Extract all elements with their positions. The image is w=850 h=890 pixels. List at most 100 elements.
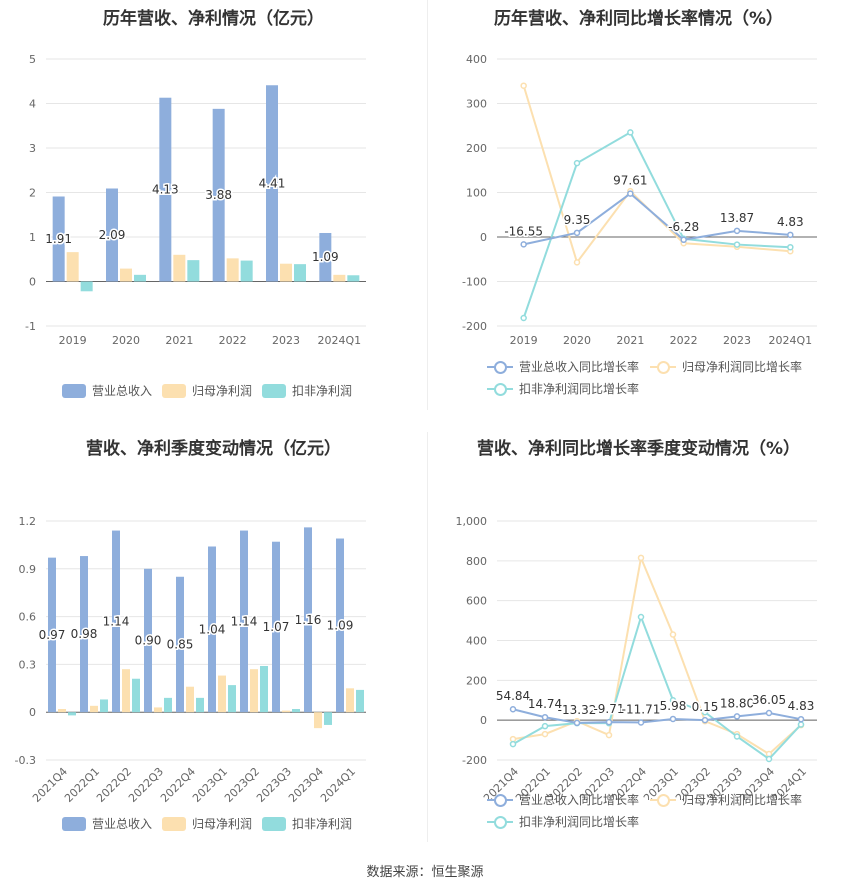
data-point — [701, 716, 709, 724]
y-tick-label: -200 — [462, 320, 487, 333]
chart-legend: 营业总收入同比增长率 归母净利润同比增长率 扣非净利润同比增长率 — [427, 791, 850, 835]
y-tick-label: 0.9 — [19, 563, 37, 576]
data-label: 1.14 — [231, 614, 258, 628]
bar — [154, 707, 162, 713]
data-label: -13.32 — [558, 703, 597, 717]
series-line — [522, 131, 791, 319]
data-point — [627, 190, 634, 197]
legend-label: 归母净利润 — [192, 817, 253, 831]
data-label: 4.13 — [152, 183, 179, 197]
data-point — [669, 697, 677, 704]
legend-item-deducted-profit-growth[interactable]: 扣非净利润同比增长率 — [487, 813, 639, 830]
legend-item-net-profit[interactable]: 归母净利润 — [162, 815, 252, 832]
bar — [240, 260, 253, 282]
data-label: -11.71 — [622, 702, 661, 716]
chart-legend: 营业总收入同比增长率 归母净利润同比增长率 扣非净利润同比增长率 — [427, 358, 850, 402]
y-tick-label: -1 — [25, 320, 36, 333]
bar — [173, 254, 186, 282]
x-tick-label: 2021 — [165, 334, 193, 347]
y-tick-label: -100 — [462, 276, 487, 289]
bar — [132, 678, 140, 713]
bar — [260, 665, 268, 713]
annual-bar-chart: -1 0 1 2 3 4 5 2019 2020 2021 2022 2023 2024Q1 1.91 2.… — [25, 53, 366, 347]
data-point — [509, 705, 517, 713]
bar — [112, 530, 120, 713]
legend-item-deducted-profit[interactable]: 扣非净利润 — [262, 815, 352, 832]
chart-title: 营收、净利季度变动情况（亿元） — [86, 439, 341, 459]
bar — [100, 699, 108, 713]
bar — [80, 556, 88, 713]
bar — [208, 546, 216, 713]
y-tick-label: 2 — [29, 187, 36, 200]
y-tick-label: 400 — [466, 53, 487, 66]
bar — [282, 710, 290, 713]
bar — [186, 686, 194, 713]
legend-item-deducted-profit[interactable]: 扣非净利润 — [262, 382, 352, 399]
data-point — [669, 715, 677, 723]
data-point — [573, 259, 581, 266]
data-point — [765, 755, 773, 763]
legend-item-revenue[interactable]: 营业总收入 — [62, 815, 152, 832]
y-tick-label: -200 — [462, 754, 487, 767]
data-point — [627, 129, 634, 136]
chart-title: 历年营收、净利同比增长率情况（%） — [493, 9, 784, 29]
bar — [48, 557, 56, 713]
bar — [356, 689, 364, 713]
data-point — [680, 236, 687, 244]
data-point — [637, 719, 645, 726]
quarterly-line-chart: -20002004006008001,0002021Q42022Q12022Q2… — [456, 515, 817, 800]
y-tick-label: 4 — [29, 98, 36, 111]
legend-item-revenue-growth[interactable]: 营业总收入同比增长率 — [487, 791, 639, 808]
bar — [333, 274, 346, 282]
data-point — [541, 730, 549, 738]
legend-item-net-profit[interactable]: 归母净利润 — [162, 382, 252, 399]
bar — [58, 709, 66, 713]
data-point — [605, 731, 613, 739]
data-label: 1.07 — [263, 620, 290, 634]
y-tick-label: 100 — [466, 187, 487, 200]
data-point — [541, 722, 549, 730]
legend-item-revenue[interactable]: 营业总收入 — [62, 382, 152, 399]
legend-label: 扣非净利润 — [292, 817, 353, 831]
legend-item-net-profit-growth[interactable]: 归母净利润同比增长率 — [650, 358, 802, 375]
bar — [336, 538, 344, 713]
x-tick-label: 2024Q1 — [318, 334, 362, 347]
legend-item-deducted-profit-growth[interactable]: 扣非净利润同比增长率 — [487, 380, 639, 397]
data-point — [787, 243, 794, 251]
bar — [266, 85, 278, 282]
data-label: 1.91 — [45, 232, 72, 246]
y-tick-label: 1 — [29, 231, 36, 244]
bar — [347, 275, 360, 282]
legend-label: 扣非净利润同比增长率 — [519, 815, 640, 829]
data-label: 0.97 — [39, 628, 66, 642]
bar — [212, 108, 225, 282]
data-label: 4.83 — [788, 699, 815, 713]
annual-line-chart: -200 -100 0 100 200 300 400 2019 2020 2021 2022 202… — [462, 53, 817, 347]
x-tick-label: 2022 — [219, 334, 247, 347]
data-label: 13.87 — [720, 211, 754, 225]
data-label: 1.14 — [103, 614, 130, 628]
bar — [292, 709, 300, 713]
bar — [52, 196, 65, 282]
data-point — [573, 719, 581, 727]
x-tick-label: 2023 — [723, 334, 751, 347]
data-label: 4.83 — [777, 215, 804, 229]
data-label: 0.15 — [692, 700, 719, 714]
data-point — [733, 227, 741, 235]
y-tick-label: 1.2 — [19, 515, 37, 528]
bar — [90, 705, 98, 713]
bar — [80, 281, 93, 292]
data-point — [541, 713, 549, 721]
data-source-label: 数据来源：恒生聚源 — [366, 865, 484, 880]
data-label: 3.88 — [205, 188, 232, 202]
x-tick-label: 2020 — [112, 334, 140, 347]
legend-label: 营业总收入同比增长率 — [519, 793, 640, 807]
legend-item-revenue-growth[interactable]: 营业总收入同比增长率 — [487, 358, 639, 375]
legend-item-net-profit-growth[interactable]: 归母净利润同比增长率 — [650, 791, 802, 808]
bar — [218, 675, 226, 713]
data-label: 9.35 — [564, 213, 591, 227]
bar — [226, 258, 239, 282]
bar — [66, 252, 79, 282]
legend-label: 归母净利润 — [192, 384, 253, 398]
y-tick-label: 0 — [29, 706, 36, 719]
